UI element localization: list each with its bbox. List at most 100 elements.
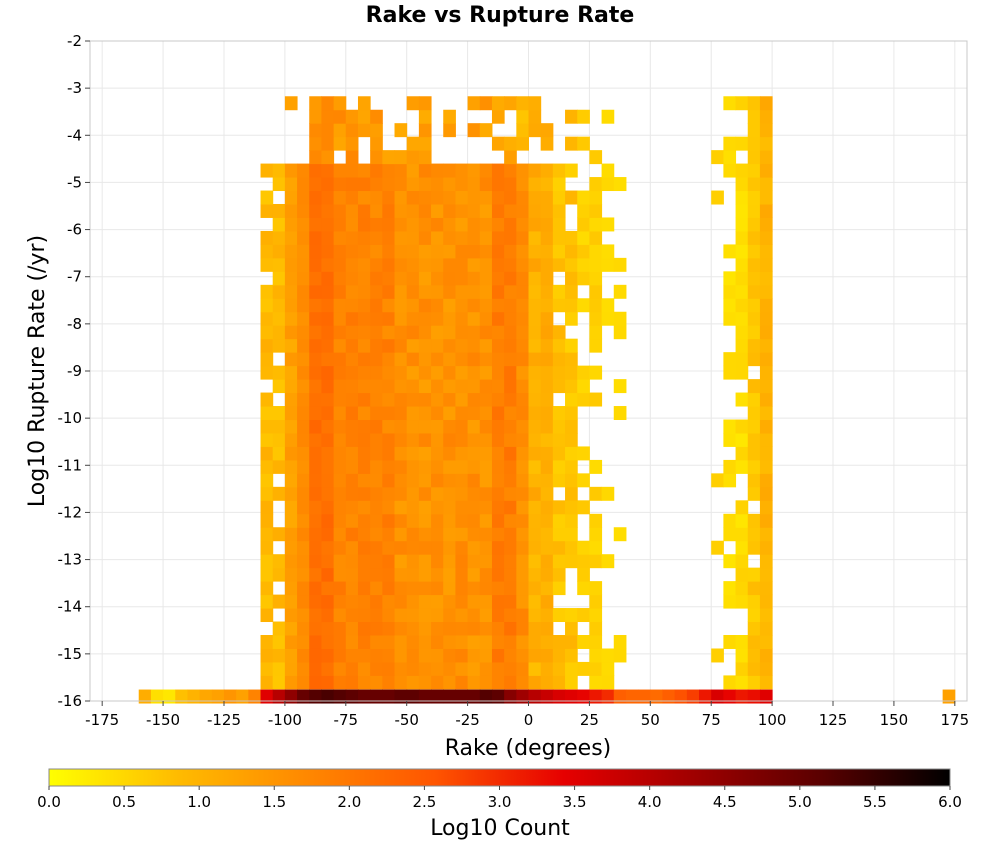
heatmap-cell <box>260 581 274 596</box>
heatmap-cell <box>357 486 371 501</box>
heatmap-cell <box>309 163 322 178</box>
heatmap-cell <box>272 311 286 326</box>
heatmap-cell <box>297 284 310 299</box>
heatmap-cell <box>406 594 420 609</box>
heatmap-cell <box>735 298 749 313</box>
heatmap-cell <box>418 608 432 623</box>
heatmap-cell <box>565 513 578 528</box>
heatmap-cell <box>321 581 335 596</box>
heatmap-cell <box>528 217 542 232</box>
heatmap-cell <box>540 419 554 434</box>
heatmap-cell <box>467 163 481 178</box>
heatmap-cell <box>455 311 469 326</box>
heatmap-cell <box>333 635 347 649</box>
heatmap-cell <box>577 581 590 596</box>
heatmap-cell <box>382 473 396 488</box>
heatmap-cell <box>431 325 444 340</box>
heatmap-cell <box>418 150 432 165</box>
heatmap-cell <box>735 446 749 461</box>
heatmap-cell <box>321 190 335 205</box>
heatmap-cell <box>735 432 749 447</box>
heatmap-cell <box>357 621 371 636</box>
heatmap-cell <box>747 325 761 340</box>
heatmap-cell <box>345 459 359 474</box>
heatmap-cell <box>272 406 286 421</box>
heatmap-cell <box>382 554 396 569</box>
heatmap-cell <box>406 446 420 461</box>
heatmap-cell <box>370 230 383 245</box>
y-tick-label: -2 <box>67 32 82 50</box>
heatmap-cell <box>357 311 371 326</box>
heatmap-cell <box>284 635 298 649</box>
heatmap-cell <box>309 284 322 299</box>
heatmap-cell <box>747 581 761 596</box>
heatmap-cell <box>370 608 383 623</box>
heatmap-cell <box>455 689 469 704</box>
heatmap-cell <box>516 365 529 380</box>
heatmap-cell <box>491 648 505 663</box>
heatmap-cell <box>406 621 420 636</box>
heatmap-cell <box>394 177 408 192</box>
heatmap-cell <box>552 406 566 421</box>
heatmap-cell <box>406 486 420 501</box>
heatmap-cell <box>297 325 310 340</box>
heatmap-cell <box>418 567 432 582</box>
heatmap-cell <box>528 513 542 528</box>
heatmap-cell <box>297 473 310 488</box>
heatmap-cell <box>394 379 408 394</box>
heatmap-cell <box>309 406 322 421</box>
heatmap-cell <box>309 379 322 394</box>
heatmap-cell <box>686 689 700 704</box>
heatmap-cell <box>759 365 773 380</box>
heatmap-cell <box>467 244 481 259</box>
heatmap-cell <box>370 473 383 488</box>
heatmap-cell <box>418 486 432 501</box>
heatmap-cell <box>297 513 310 528</box>
heatmap-cell <box>370 177 383 192</box>
heatmap-cell <box>759 271 773 286</box>
heatmap-cell <box>284 163 298 178</box>
heatmap-cell <box>504 406 517 421</box>
heatmap-cell <box>443 298 456 313</box>
y-tick-label: -14 <box>58 598 83 616</box>
heatmap-cell <box>321 392 335 407</box>
heatmap-cell <box>735 567 749 582</box>
heatmap-cell <box>479 123 493 138</box>
heatmap-cell <box>747 257 761 272</box>
heatmap-cell <box>297 648 310 663</box>
heatmap-cell <box>504 392 517 407</box>
heatmap-cell <box>516 635 529 649</box>
heatmap-cell <box>357 500 371 515</box>
heatmap-cell <box>382 661 396 676</box>
heatmap-cell <box>357 338 371 353</box>
heatmap-cell <box>589 513 603 528</box>
heatmap-cell <box>406 230 420 245</box>
heatmap-cell <box>528 230 542 245</box>
heatmap-cell <box>309 271 322 286</box>
heatmap-cell <box>370 325 383 340</box>
heatmap-cell <box>394 163 408 178</box>
heatmap-cell <box>394 392 408 407</box>
heatmap-cell <box>735 419 749 434</box>
heatmap-cell <box>759 527 773 542</box>
heatmap-cell <box>382 190 396 205</box>
heatmap-cell <box>394 203 408 218</box>
heatmap-cell <box>297 217 310 232</box>
heatmap-cell <box>443 419 456 434</box>
heatmap-cell <box>565 365 578 380</box>
heatmap-cell <box>552 689 566 704</box>
heatmap-cell <box>528 96 542 111</box>
heatmap-cell <box>297 567 310 582</box>
heatmap-cell <box>455 581 469 596</box>
heatmap-cell <box>431 486 444 501</box>
heatmap-cell <box>418 446 432 461</box>
heatmap-cell <box>516 325 529 340</box>
heatmap-cell <box>479 419 493 434</box>
heatmap-cell <box>443 513 456 528</box>
heatmap-cell <box>309 513 322 528</box>
heatmap-cell <box>479 473 493 488</box>
heatmap-cell <box>297 459 310 474</box>
heatmap-cell <box>333 244 347 259</box>
heatmap-cell <box>333 217 347 232</box>
heatmap-cell <box>565 284 578 299</box>
